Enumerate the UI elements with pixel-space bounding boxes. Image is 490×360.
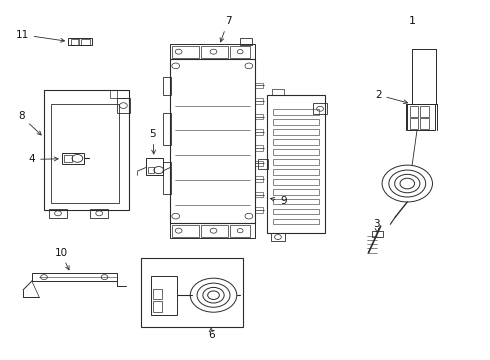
Text: 2: 2: [375, 90, 408, 104]
Bar: [230, 46, 250, 58]
Bar: [272, 169, 318, 175]
Bar: [255, 176, 264, 182]
Text: 3: 3: [373, 219, 380, 233]
Text: 11: 11: [16, 30, 65, 42]
Bar: [51, 104, 119, 203]
Bar: [230, 225, 250, 237]
Bar: [163, 77, 172, 95]
Bar: [201, 225, 228, 237]
Bar: [153, 289, 162, 300]
Bar: [255, 114, 264, 120]
Bar: [270, 233, 285, 241]
Bar: [172, 46, 199, 58]
Bar: [272, 109, 318, 115]
Text: 10: 10: [54, 248, 69, 270]
Bar: [141, 258, 243, 327]
Text: 8: 8: [18, 111, 41, 135]
Bar: [68, 37, 93, 45]
Bar: [170, 59, 255, 222]
Bar: [272, 199, 318, 204]
Bar: [172, 225, 199, 237]
Bar: [90, 209, 108, 218]
Bar: [410, 118, 418, 129]
Bar: [313, 103, 327, 114]
Text: 7: 7: [220, 16, 231, 42]
Bar: [71, 39, 79, 45]
Bar: [272, 149, 318, 155]
Bar: [150, 276, 177, 315]
Bar: [272, 139, 318, 145]
Bar: [420, 106, 429, 117]
Bar: [372, 231, 383, 238]
Bar: [267, 95, 325, 233]
Bar: [81, 39, 90, 45]
Bar: [272, 129, 318, 135]
Bar: [407, 104, 436, 130]
Bar: [255, 145, 264, 150]
Bar: [49, 209, 67, 218]
Bar: [44, 90, 129, 210]
Bar: [255, 192, 264, 197]
Bar: [153, 301, 162, 312]
Bar: [272, 179, 318, 185]
Bar: [201, 46, 228, 58]
Bar: [255, 82, 264, 88]
Bar: [170, 44, 255, 59]
Bar: [163, 162, 172, 194]
Bar: [272, 189, 318, 194]
Bar: [255, 161, 264, 166]
Bar: [146, 158, 163, 175]
Bar: [272, 120, 318, 125]
Bar: [420, 118, 429, 129]
Bar: [64, 155, 72, 162]
Bar: [410, 106, 418, 117]
Bar: [272, 219, 318, 224]
Text: 6: 6: [208, 328, 215, 340]
Bar: [255, 129, 264, 135]
Bar: [255, 98, 264, 104]
Bar: [62, 153, 84, 164]
Text: 1: 1: [409, 16, 416, 26]
Bar: [117, 99, 130, 113]
Bar: [240, 37, 252, 45]
Text: 4: 4: [28, 154, 58, 165]
Bar: [163, 113, 172, 145]
Text: 9: 9: [270, 196, 287, 206]
Bar: [170, 222, 255, 238]
Bar: [32, 273, 117, 281]
Bar: [148, 167, 154, 173]
Bar: [272, 209, 318, 215]
Bar: [272, 159, 318, 165]
Bar: [110, 90, 129, 99]
Bar: [258, 159, 268, 169]
Bar: [271, 89, 284, 95]
Text: 5: 5: [149, 129, 156, 154]
Bar: [255, 207, 264, 213]
